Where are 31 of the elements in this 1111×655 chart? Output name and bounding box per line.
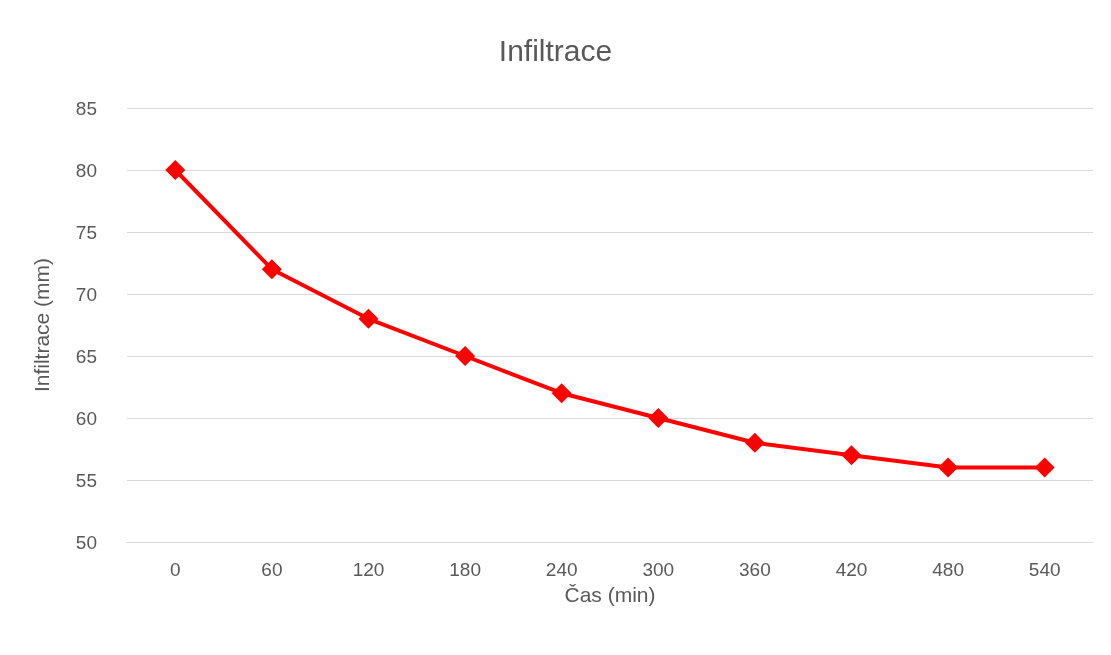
x-tick-label: 540 [1028, 559, 1061, 580]
point [938, 457, 959, 478]
x-tick-label: 60 [261, 559, 283, 580]
x-tick-label: 240 [545, 559, 578, 580]
x-tick-label: 120 [352, 559, 385, 580]
x-tick-label: 480 [932, 559, 964, 580]
x-tick-label: 420 [835, 559, 868, 580]
x-tick-label: 0 [170, 559, 181, 580]
y-tick-label: 65 [75, 345, 97, 367]
y-tick-label: 70 [75, 283, 97, 305]
x-axis-title: Čas (min) [564, 582, 656, 606]
y-tick-label: 75 [75, 221, 97, 243]
point [358, 308, 379, 329]
x-tick-label: 360 [739, 559, 771, 580]
y-tick-label: 60 [75, 407, 97, 429]
y-tick-label: 50 [75, 531, 97, 553]
x-tick-label: 180 [449, 559, 481, 580]
point [261, 259, 282, 280]
point [648, 408, 669, 428]
y-tick-label: 55 [75, 469, 97, 491]
chart-title: Infiltrace [498, 33, 613, 67]
point [165, 160, 186, 180]
point [1034, 457, 1055, 478]
point [744, 432, 765, 453]
point [841, 445, 862, 466]
point [551, 383, 572, 404]
x-tick-label: 300 [642, 559, 675, 580]
y-axis-title: Infiltrace (mm) [30, 257, 53, 393]
point [455, 346, 476, 366]
y-tick-label: 85 [75, 97, 97, 119]
y-tick-label: 80 [75, 159, 97, 181]
